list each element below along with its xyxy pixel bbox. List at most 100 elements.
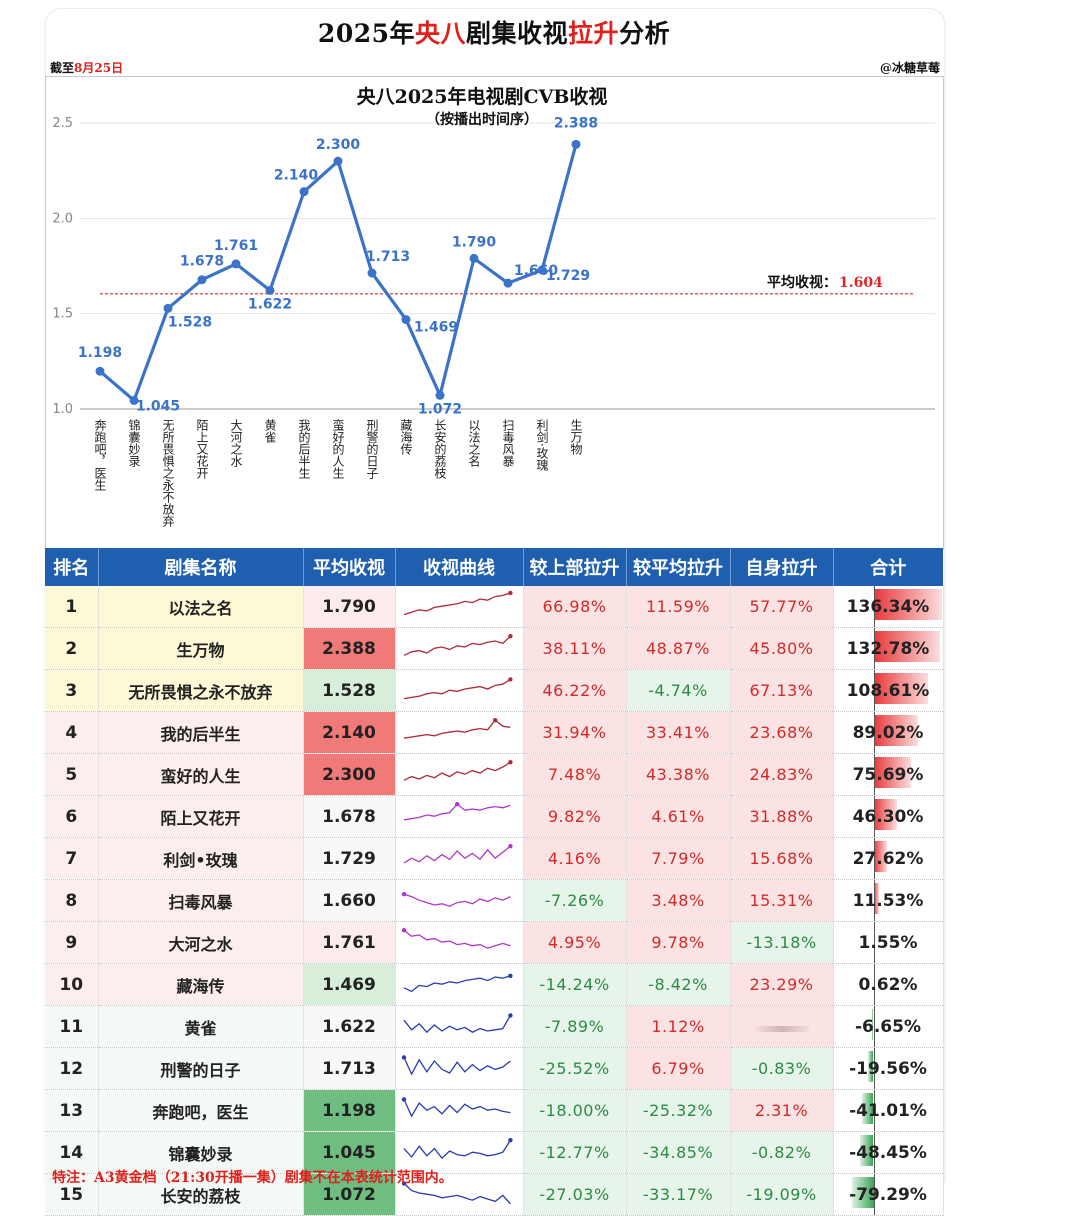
sparkline-path [404, 1015, 510, 1032]
sparkline-peak [508, 844, 512, 848]
rank-cell: 10 [45, 964, 98, 1006]
rank-cell: 2 [45, 628, 98, 670]
total-cell: 0.62% [833, 964, 943, 1006]
avg-rating-cell: 1.713 [303, 1048, 395, 1090]
chart-title: 央八2025年电视剧CVB收视 [357, 85, 608, 108]
vs-avg-cell: 11.59% [626, 586, 730, 628]
rank-cell: 13 [45, 1090, 98, 1132]
x-tick-label: 陌上又花开 [195, 419, 209, 479]
table-header-row: 排名剧集名称平均收视收视曲线较上部拉升较平均拉升自身拉升合计 [45, 548, 943, 586]
total-cell: 75.69% [833, 754, 943, 796]
data-label: 1.072 [418, 401, 462, 417]
y-tick-label: 1.5 [52, 307, 73, 322]
x-tick-label: 奔跑吧，医生 [93, 419, 107, 491]
vs-prev-cell: 66.98% [523, 586, 626, 628]
vs-prev-cell: 7.48% [523, 754, 626, 796]
show-name-cell: 大河之水 [98, 922, 303, 964]
vs-prev-cell: 9.82% [523, 796, 626, 838]
average-value-label: 1.604 [839, 275, 883, 291]
date-note: 截至8月25日 [50, 59, 123, 76]
sparkline-peak [402, 1097, 406, 1101]
vs-avg-cell: -33.17% [626, 1174, 730, 1216]
sparkline [396, 880, 522, 916]
total-cell: 132.78% [833, 628, 943, 670]
avg-rating-cell: 1.660 [303, 880, 395, 922]
total-cell: -41.01% [833, 1090, 943, 1132]
rank-cell: 9 [45, 922, 98, 964]
x-tick-label: 黄雀 [263, 419, 277, 444]
total-value: 108.61% [847, 681, 930, 701]
show-name-cell: 无所畏惧之永不放弃 [98, 670, 303, 712]
sparkline-path [404, 1140, 510, 1158]
sparkline-path [404, 894, 510, 906]
avg-rating-cell: 2.300 [303, 754, 395, 796]
sparkline-peak [493, 718, 497, 722]
data-label: 1.045 [136, 398, 180, 414]
avg-header: 平均收视 [303, 548, 395, 586]
rank-cell: 7 [45, 838, 98, 880]
total-cell: 46.30% [833, 796, 943, 838]
name-header: 剧集名称 [98, 548, 303, 586]
data-label: 1.729 [546, 268, 590, 284]
sparkline [396, 712, 522, 748]
sparkline [396, 838, 522, 874]
sparkline-peak [508, 760, 512, 764]
self-lift-cell: -13.18% [730, 922, 833, 964]
sparkline-peak [508, 974, 512, 978]
avg-rating-cell: 1.622 [303, 1006, 395, 1048]
rank-cell: 5 [45, 754, 98, 796]
self-lift-cell: 45.80% [730, 628, 833, 670]
vs-prev-cell: 31.94% [523, 712, 626, 754]
data-label: 2.140 [274, 168, 319, 184]
data-point [300, 187, 309, 196]
sparkline-cell [395, 754, 523, 796]
vs-avg-cell: -25.32% [626, 1090, 730, 1132]
data-label: 2.300 [316, 137, 361, 153]
sparkline-path [404, 976, 510, 992]
sparkline-cell [395, 670, 523, 712]
total-value: 132.78% [847, 639, 930, 659]
sparkline-peak [402, 1055, 406, 1059]
x-tick-label: 我的后半生 [297, 419, 311, 479]
y-tick-label: 1.0 [52, 402, 73, 417]
total-value: -41.01% [849, 1101, 927, 1121]
vs-prev-cell: -7.89% [523, 1006, 626, 1048]
show-name-cell: 我的后半生 [98, 712, 303, 754]
self-lift-cell [730, 1006, 833, 1048]
total-value: 1.55% [859, 933, 918, 953]
x-tick-label: 以法之名 [467, 419, 481, 467]
data-point [368, 269, 377, 278]
sparkline-cell [395, 838, 523, 880]
data-label: 1.713 [366, 249, 410, 265]
vs-avg-cell: 33.41% [626, 712, 730, 754]
series-line [100, 144, 576, 400]
data-label: 1.198 [78, 345, 122, 361]
sparkline-cell [395, 586, 523, 628]
x-tick-label: 利剑·玫瑰 [535, 419, 549, 471]
show-name-cell: 利剑•玫瑰 [98, 838, 303, 880]
self-lift-cell: 67.13% [730, 670, 833, 712]
data-label: 1.528 [168, 314, 212, 330]
sparkline [396, 964, 522, 1000]
vs-prev-cell: 46.22% [523, 670, 626, 712]
sparkline [396, 670, 522, 706]
x-tick-label: 扫毒风暴 [501, 419, 515, 467]
sparkline-peak [508, 591, 512, 595]
vs-prev-header: 较上部拉升 [523, 548, 626, 586]
total-cell: 89.02% [833, 712, 943, 754]
total-cell: -79.29% [833, 1174, 943, 1216]
sparkline-path [404, 1099, 510, 1116]
x-tick-label: 藏海传 [399, 419, 413, 455]
show-name-cell: 藏海传 [98, 964, 303, 1006]
x-tick-label: 锦囊妙录 [127, 419, 141, 467]
sparkline [396, 1048, 522, 1084]
sparkline [396, 586, 522, 622]
show-name-cell: 蛮好的人生 [98, 754, 303, 796]
y-tick-label: 2.5 [52, 116, 73, 131]
avg-rating-cell: 1.729 [303, 838, 395, 880]
